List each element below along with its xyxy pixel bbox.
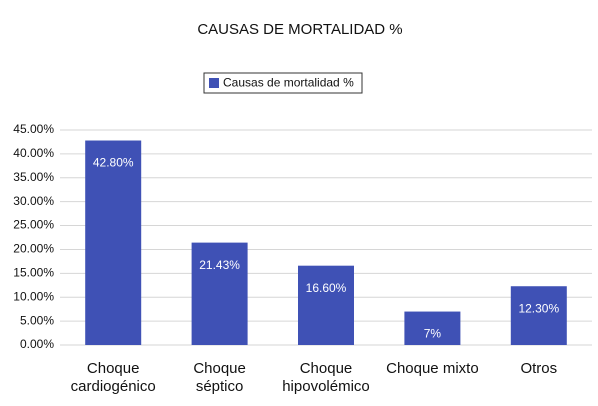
- y-tick-label: 5.00%: [20, 313, 54, 327]
- x-tick-label: Choque cardiogénico: [70, 360, 156, 395]
- data-label: 42.80%: [93, 156, 134, 170]
- legend-box: [203, 72, 363, 94]
- chart-title: CAUSAS DE MORTALIDAD %: [197, 21, 402, 38]
- y-tick-label: 35.00%: [13, 170, 54, 184]
- bar: [510, 286, 567, 345]
- y-tick-label: 20.00%: [13, 242, 54, 256]
- y-tick-label: 0.00%: [20, 337, 54, 351]
- x-tick-label: Choque mixto: [386, 360, 479, 377]
- legend-label: Causas de mortalidad %: [223, 76, 354, 90]
- data-label: 21.43%: [199, 258, 240, 272]
- y-tick-label: 30.00%: [13, 194, 54, 208]
- y-tick-label: 15.00%: [13, 266, 54, 280]
- bar: [298, 265, 354, 345]
- y-tick-label: 10.00%: [13, 289, 54, 303]
- x-tick-label: Choque séptico: [193, 360, 246, 395]
- y-tick-label: 25.00%: [13, 218, 54, 232]
- y-tick-label: 40.00%: [13, 146, 54, 160]
- legend-swatch: [209, 78, 219, 88]
- bar: [85, 140, 142, 345]
- data-label: 16.60%: [306, 281, 347, 295]
- bar: [404, 311, 461, 345]
- bar: [191, 242, 248, 345]
- x-tick-label: Choque hipovolémico: [282, 360, 370, 395]
- y-tick-label: 45.00%: [13, 122, 54, 136]
- data-label: 7%: [424, 327, 442, 341]
- x-tick-label: Otros: [520, 360, 558, 377]
- data-label: 12.30%: [518, 301, 559, 315]
